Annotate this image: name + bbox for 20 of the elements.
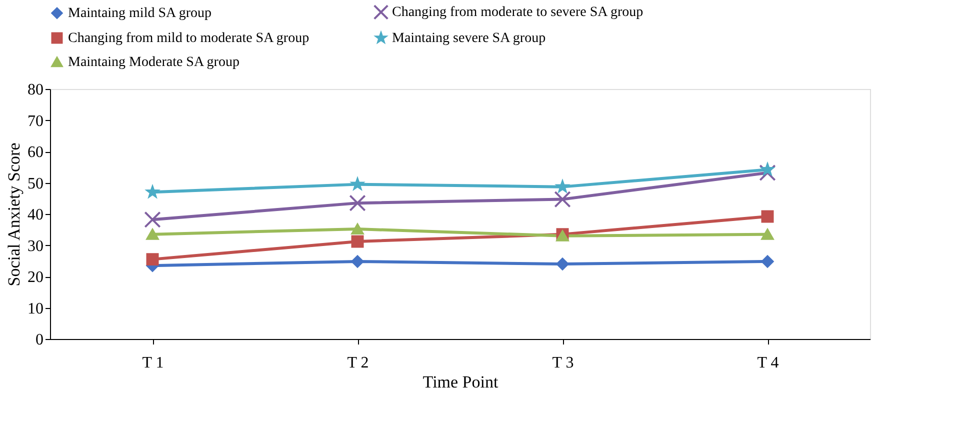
legend-label: Changing from mild to moderate SA group [68,31,310,46]
y-tick-label: 20 [28,269,44,286]
legend-label: Changing from moderate to severe SA group [392,5,644,20]
y-tick-label: 40 [28,206,44,224]
y-tick-label: 0 [36,332,44,348]
y-tick-label: 50 [28,175,44,192]
y-tick-label: 70 [28,112,44,130]
y-tick-label: 80 [28,82,44,98]
legend-label: Maintaing mild SA group [68,6,212,22]
y-tick-label: 30 [28,238,44,255]
x-tick-label: T 2 [347,354,369,372]
y-axis-title: Social Anxiety Score [4,142,24,286]
x-tick-label: T 1 [142,354,164,372]
y-tick-label: 10 [28,300,44,318]
x-axis-title: Time Point [422,372,498,392]
legend-label: Maintaing Moderate SA group [68,55,240,70]
y-tick-label: 60 [28,144,44,161]
x-tick-label: T 4 [757,354,779,372]
legend-label: Maintaing severe SA group [392,31,546,46]
x-tick-label: T 3 [552,354,574,372]
